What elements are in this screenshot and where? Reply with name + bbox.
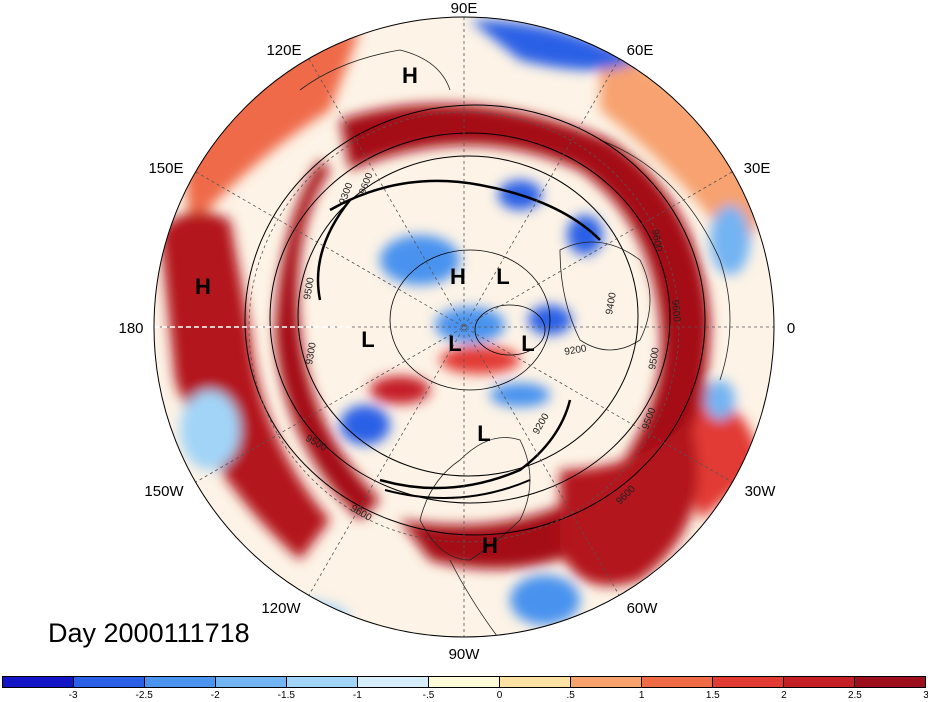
- low-marker: L: [477, 421, 490, 446]
- colorbar-swatch: [855, 677, 925, 687]
- high-marker: H: [450, 264, 466, 289]
- lon-label-90e: 90E: [451, 0, 478, 17]
- lon-label-120w: 120W: [261, 600, 301, 617]
- colorbar-swatch: [287, 677, 358, 687]
- contour-label: 9500: [647, 346, 662, 370]
- colorbar-tick-label: 2.5: [847, 690, 862, 701]
- colorbar-tick-label: -2.5: [135, 690, 153, 701]
- colorbar-swatch: [571, 677, 642, 687]
- pressure-systems: H H H L L L L L H: [195, 63, 535, 558]
- low-marker: L: [448, 331, 461, 356]
- contour-label: 9500: [302, 276, 317, 300]
- graticule: [154, 17, 774, 637]
- low-marker: L: [496, 264, 509, 289]
- colorbar-tick-label: 3: [923, 690, 928, 701]
- colorbar-tick-label: -2: [210, 690, 220, 701]
- contour-label: 9600: [649, 229, 664, 253]
- colorbar-tick-label: 2: [781, 690, 787, 701]
- lon-label-30e: 30E: [744, 160, 771, 177]
- day-label: Day 2000111718: [48, 618, 250, 648]
- colorbar-swatch: [216, 677, 287, 687]
- coastlines: [299, 49, 731, 637]
- colorbar-tick-labels: -3 -2.5 -2 -1.5 -1 -.5 0 .5 1 1.5 2 2.5 3: [0, 690, 928, 702]
- lon-label-60e: 60E: [627, 42, 654, 59]
- colorbar-tick-label: -3: [68, 690, 78, 701]
- colorbar-tick-label: 1: [638, 690, 645, 701]
- colorbar-tick-label: 1.5: [705, 690, 720, 701]
- lon-label-30w: 30W: [745, 483, 777, 500]
- lon-label-0: 0: [787, 320, 795, 337]
- colorbar-swatch: [784, 677, 855, 687]
- colorbar-swatch: [358, 677, 429, 687]
- lon-label-60w: 60W: [627, 600, 659, 617]
- high-marker: H: [195, 274, 211, 299]
- low-marker: L: [521, 331, 534, 356]
- contour-label: 9200: [564, 343, 588, 358]
- longitude-labels: 90E 60E 30E 0 30W 60W 90W 120W 150W 180 …: [118, 0, 795, 663]
- low-marker: L: [361, 327, 374, 352]
- contour-label: 9400: [604, 291, 619, 315]
- high-marker: H: [482, 533, 498, 558]
- lon-label-150e: 150E: [148, 160, 183, 177]
- colorbar-tick-label: -1.5: [277, 690, 295, 701]
- colorbar-tick-label: .5: [566, 690, 575, 701]
- colorbar-tick-label: 0: [496, 690, 503, 701]
- colorbar-tick-label: -1: [352, 690, 362, 701]
- lon-label-120e: 120E: [266, 42, 301, 59]
- map-border: [153, 16, 775, 638]
- lon-label-150w: 150W: [144, 483, 184, 500]
- colorbar-swatch: [74, 677, 145, 687]
- colorbar: [2, 676, 926, 688]
- colorbar-swatch: [429, 677, 500, 687]
- colorbar-tick-label: -.5: [422, 690, 435, 701]
- high-marker: H: [402, 63, 418, 88]
- colorbar-swatch: [713, 677, 784, 687]
- colorbar-swatch: [642, 677, 713, 687]
- contour-label: 9600: [669, 299, 682, 323]
- height-contours: [244, 104, 706, 536]
- colorbar-swatch: [145, 677, 216, 687]
- lon-label-90w: 90W: [449, 646, 481, 663]
- colorbar-swatch: [3, 677, 74, 687]
- colorbar-swatch: [500, 677, 571, 687]
- contour-label: 9300: [304, 341, 319, 365]
- lon-label-180: 180: [118, 320, 143, 337]
